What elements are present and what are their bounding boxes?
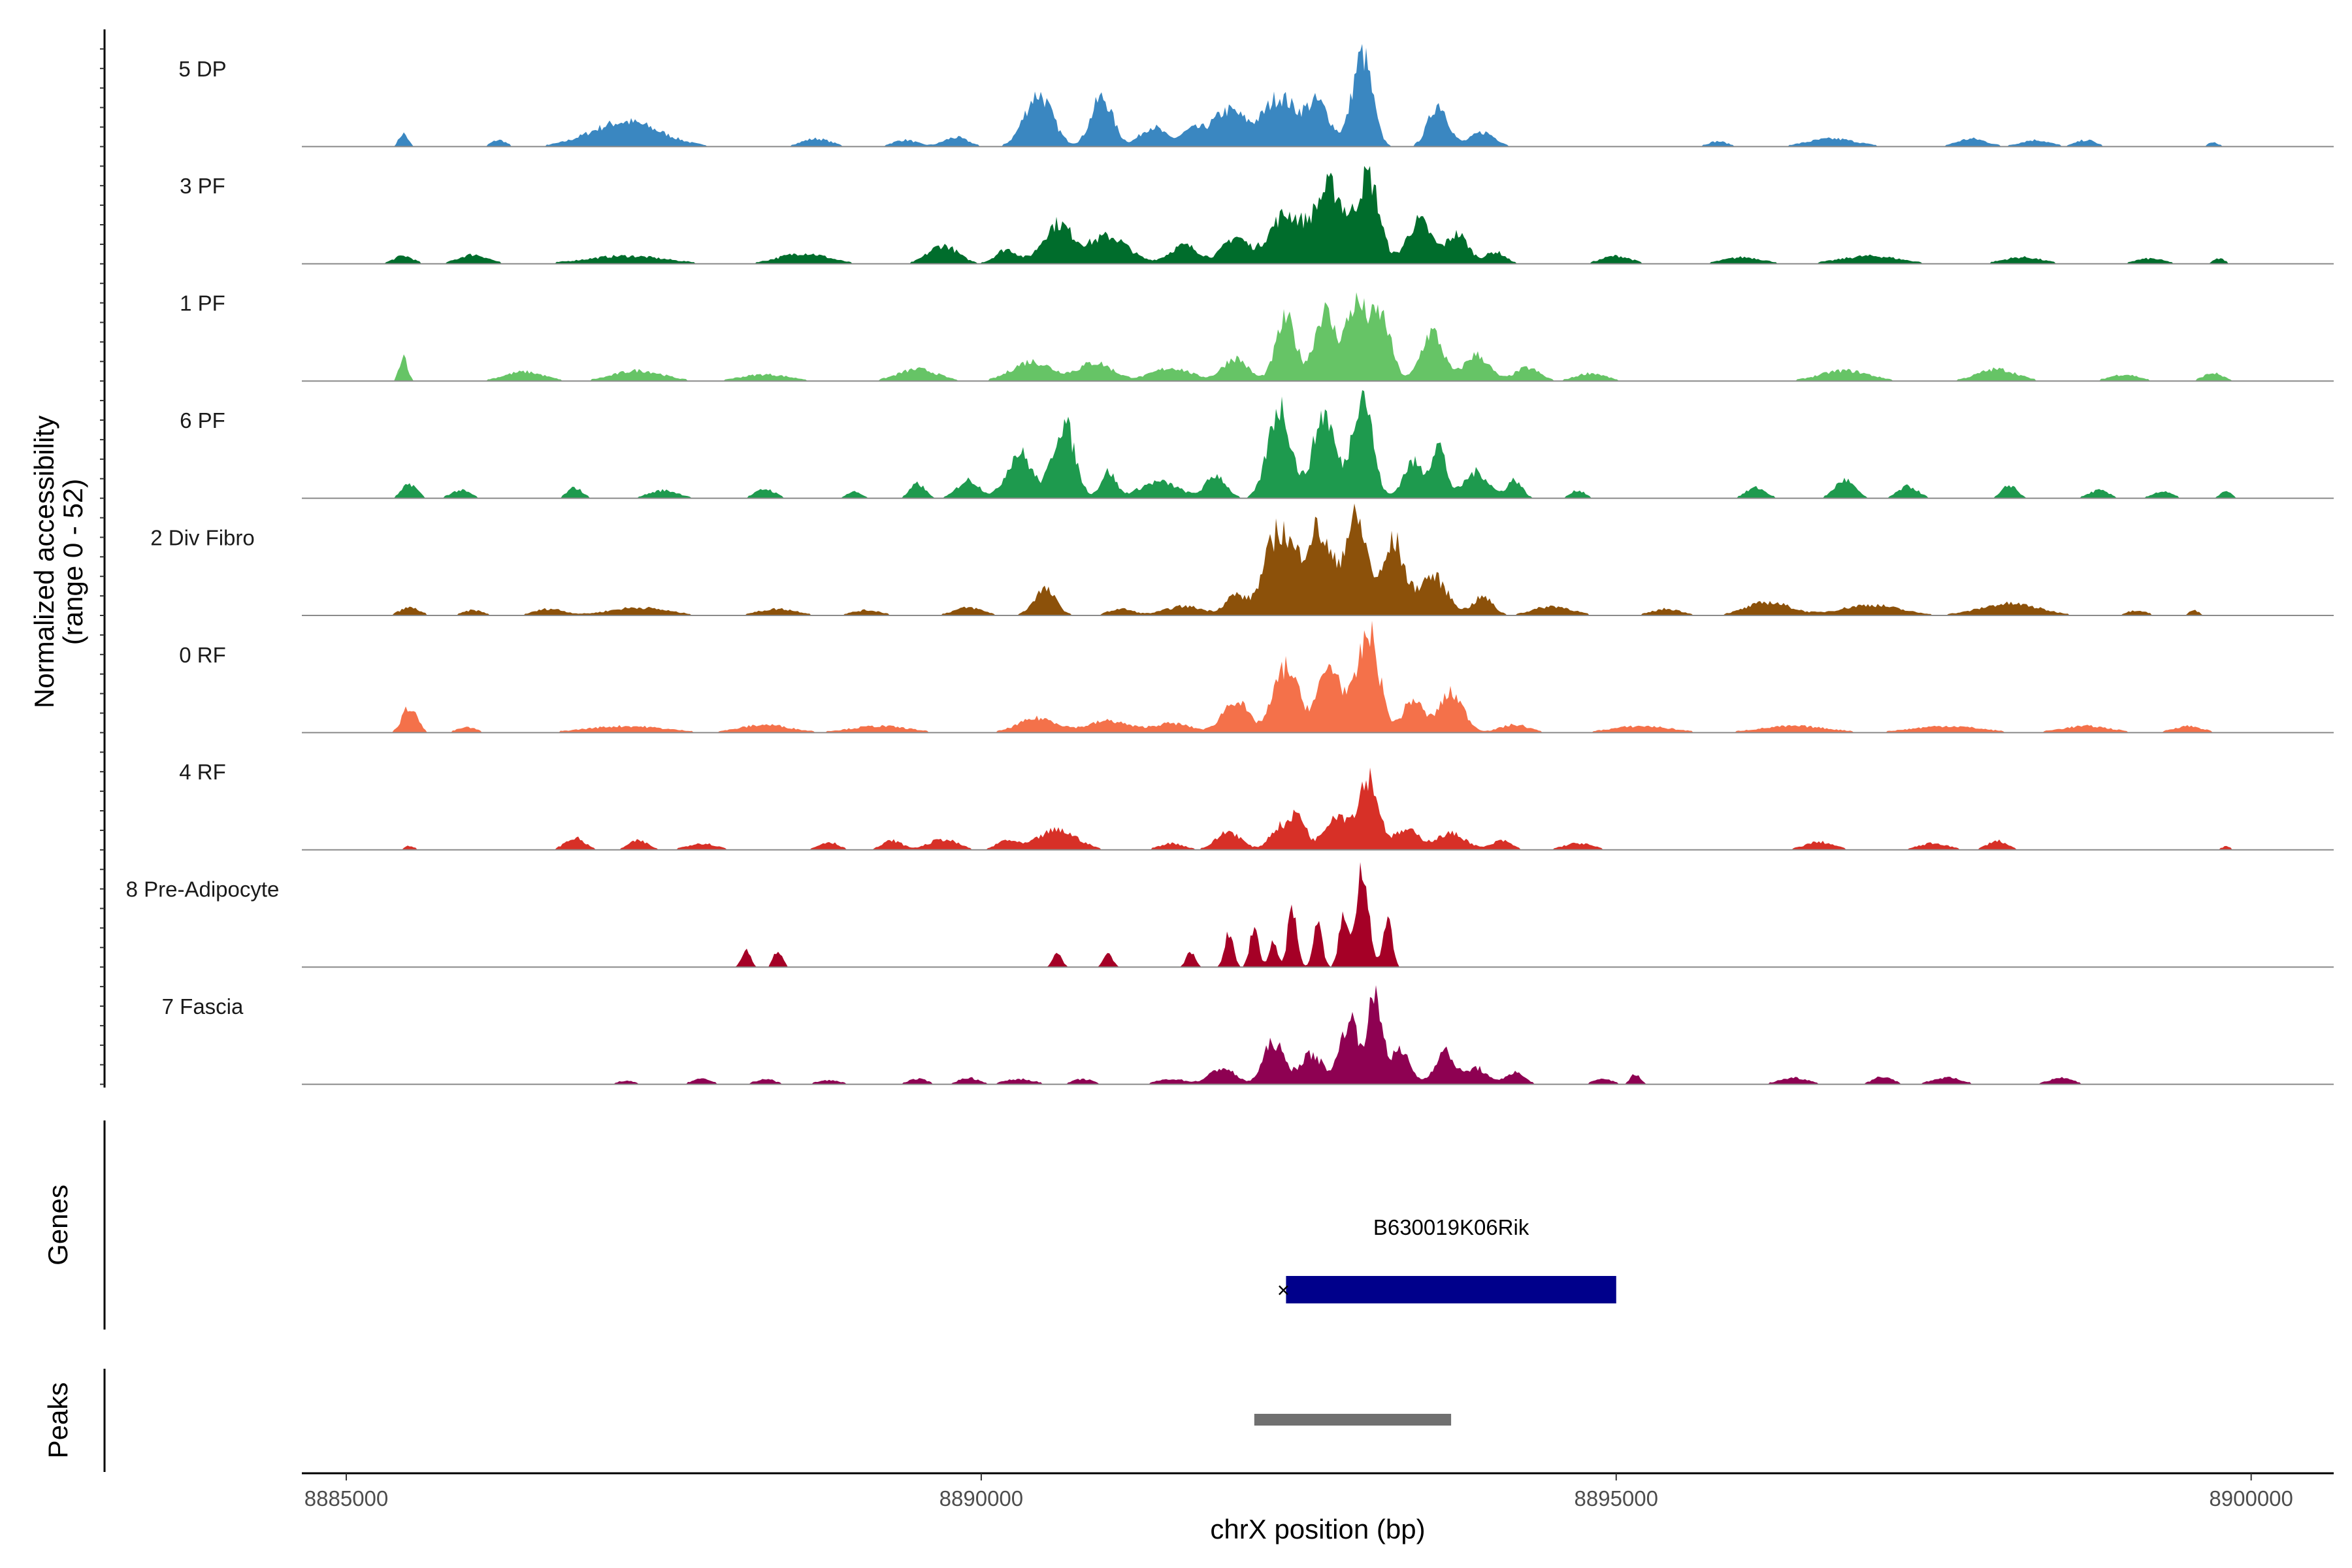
track-2-div-fibro: 2 Div Fibro (150, 503, 2334, 616)
track-label: 1 PF (180, 291, 225, 316)
track-5-dp: 5 DP (178, 44, 2334, 148)
x-axis-ticks: 8885000 8890000 8895000 8900000 (304, 1473, 2293, 1511)
coverage-area (302, 390, 2334, 498)
track-3-pf: 3 PF (180, 166, 2334, 265)
track-label: 5 DP (178, 57, 226, 81)
track-1-pf: 1 PF (180, 291, 2334, 382)
y-axis-title-line2: (range 0 - 52) (57, 479, 88, 645)
gene-strand-arrow: × (1277, 1278, 1290, 1302)
track-label: 3 PF (180, 174, 225, 198)
track-label: 2 Div Fibro (150, 525, 255, 549)
gene-label: B630019K06Rik (1373, 1215, 1529, 1239)
track-8-pre-adipocyte: 8 Pre-Adipocyte (126, 862, 2334, 968)
track-label: 7 Fascia (162, 994, 244, 1019)
x-tick-label: 8895000 (1575, 1486, 1658, 1511)
coverage-area (302, 621, 2334, 733)
track-4-rf: 4 RF (179, 760, 2334, 851)
track-6-pf: 6 PF (180, 390, 2334, 499)
x-tick-label: 8885000 (304, 1486, 388, 1511)
x-axis-title: chrX position (bp) (1210, 1514, 1425, 1544)
track-0-rf: 0 RF (179, 621, 2334, 734)
track-7-fascia: 7 Fascia (162, 985, 2334, 1085)
coverage-area (302, 166, 2334, 264)
peak-region[interactable] (1254, 1414, 1452, 1426)
x-tick-label: 8890000 (939, 1486, 1023, 1511)
coverage-area (302, 503, 2334, 615)
y-axis (100, 29, 106, 1088)
track-label: 0 RF (179, 643, 226, 667)
x-tick-label: 8900000 (2209, 1486, 2293, 1511)
gene-body[interactable] (1286, 1276, 1616, 1303)
track-label: 4 RF (179, 760, 226, 784)
coverage-area (302, 985, 2334, 1085)
coverage-area (302, 292, 2334, 382)
track-label: 6 PF (180, 408, 225, 433)
coverage-area (302, 767, 2334, 850)
coverage-tracks: 5 DP 3 PF 1 PF 6 PF 2 Div Fibro 0 RF 4 RF 8 Pre… (126, 44, 2334, 1085)
peaks-panel-label: Peaks (42, 1382, 73, 1459)
track-label: 8 Pre-Adipocyte (126, 877, 280, 902)
y-axis-title-line1: Normalized accessibility (29, 416, 59, 708)
genes-panel-label: Genes (42, 1184, 73, 1266)
coverage-area (302, 862, 2334, 968)
coverage-area (302, 44, 2334, 147)
